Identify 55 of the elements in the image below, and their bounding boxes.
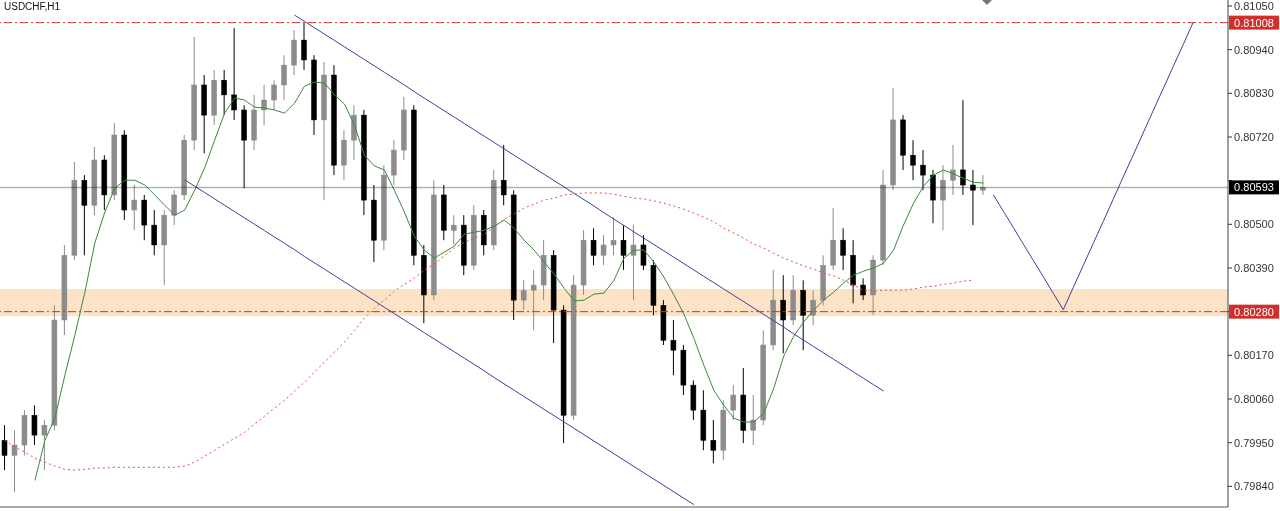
- y-tick-label: 0.80170: [1234, 349, 1274, 362]
- candlestick: [590, 227, 597, 266]
- candlestick: [670, 319, 677, 376]
- y-tick-label: 0.80500: [1234, 218, 1274, 231]
- candlestick: [530, 269, 537, 331]
- candlestick: [940, 164, 946, 231]
- candlestick: [301, 22, 307, 71]
- chart-title: USDCHF,H1: [4, 1, 61, 12]
- candlestick: [171, 189, 177, 226]
- candlestick: [610, 216, 617, 256]
- candlestick: [730, 384, 737, 421]
- candlestick: [640, 234, 647, 271]
- y-tick-label: 0.80390: [1234, 261, 1274, 274]
- candlestick: [1, 424, 8, 471]
- y-tick-label: 0.80060: [1234, 392, 1274, 405]
- candlestick: [151, 209, 158, 256]
- ref-line-label: 0.80593: [1234, 181, 1274, 194]
- candlestick: [41, 419, 48, 471]
- candlestick: [281, 54, 287, 101]
- candlestick: [261, 84, 267, 126]
- candlestick: [950, 144, 956, 196]
- candlestick: [620, 224, 627, 271]
- candlestick: [970, 169, 976, 226]
- candlestick: [750, 394, 757, 446]
- y-tick-label: 0.80830: [1234, 87, 1274, 100]
- candlestick: [600, 234, 607, 266]
- candlestick: [960, 99, 966, 196]
- y-tick-label: 0.79950: [1234, 436, 1274, 449]
- candlestick: [630, 224, 637, 301]
- candlestick: [910, 139, 916, 181]
- y-tick-label: 0.80720: [1234, 130, 1274, 143]
- line-series: [294, 14, 885, 392]
- candlestick: [451, 214, 457, 246]
- candlestick: [860, 277, 866, 301]
- candlestick: [520, 279, 527, 311]
- candlestick: [710, 419, 717, 464]
- line-series: [34, 81, 984, 481]
- candlestick: [840, 227, 846, 271]
- y-tick-label: 0.79840: [1234, 480, 1274, 493]
- line-series: [184, 179, 695, 506]
- candlestick: [780, 274, 786, 354]
- y-tick-label: 0.80940: [1234, 43, 1274, 56]
- ref-line-label: 0.81008: [1234, 16, 1274, 29]
- line-series: [992, 22, 1194, 311]
- candlestick: [131, 184, 138, 231]
- candlestick: [271, 79, 277, 111]
- y-tick-label: 0.81050: [1234, 0, 1274, 12]
- candlestick: [980, 174, 986, 196]
- ref-line-label: 0.80280: [1234, 305, 1274, 318]
- candlestick: [500, 144, 507, 206]
- candlestick: [221, 69, 227, 116]
- candlestick: [31, 404, 38, 446]
- candlestick: [11, 429, 18, 493]
- candlestick: [920, 149, 926, 191]
- candlestick: [231, 27, 237, 121]
